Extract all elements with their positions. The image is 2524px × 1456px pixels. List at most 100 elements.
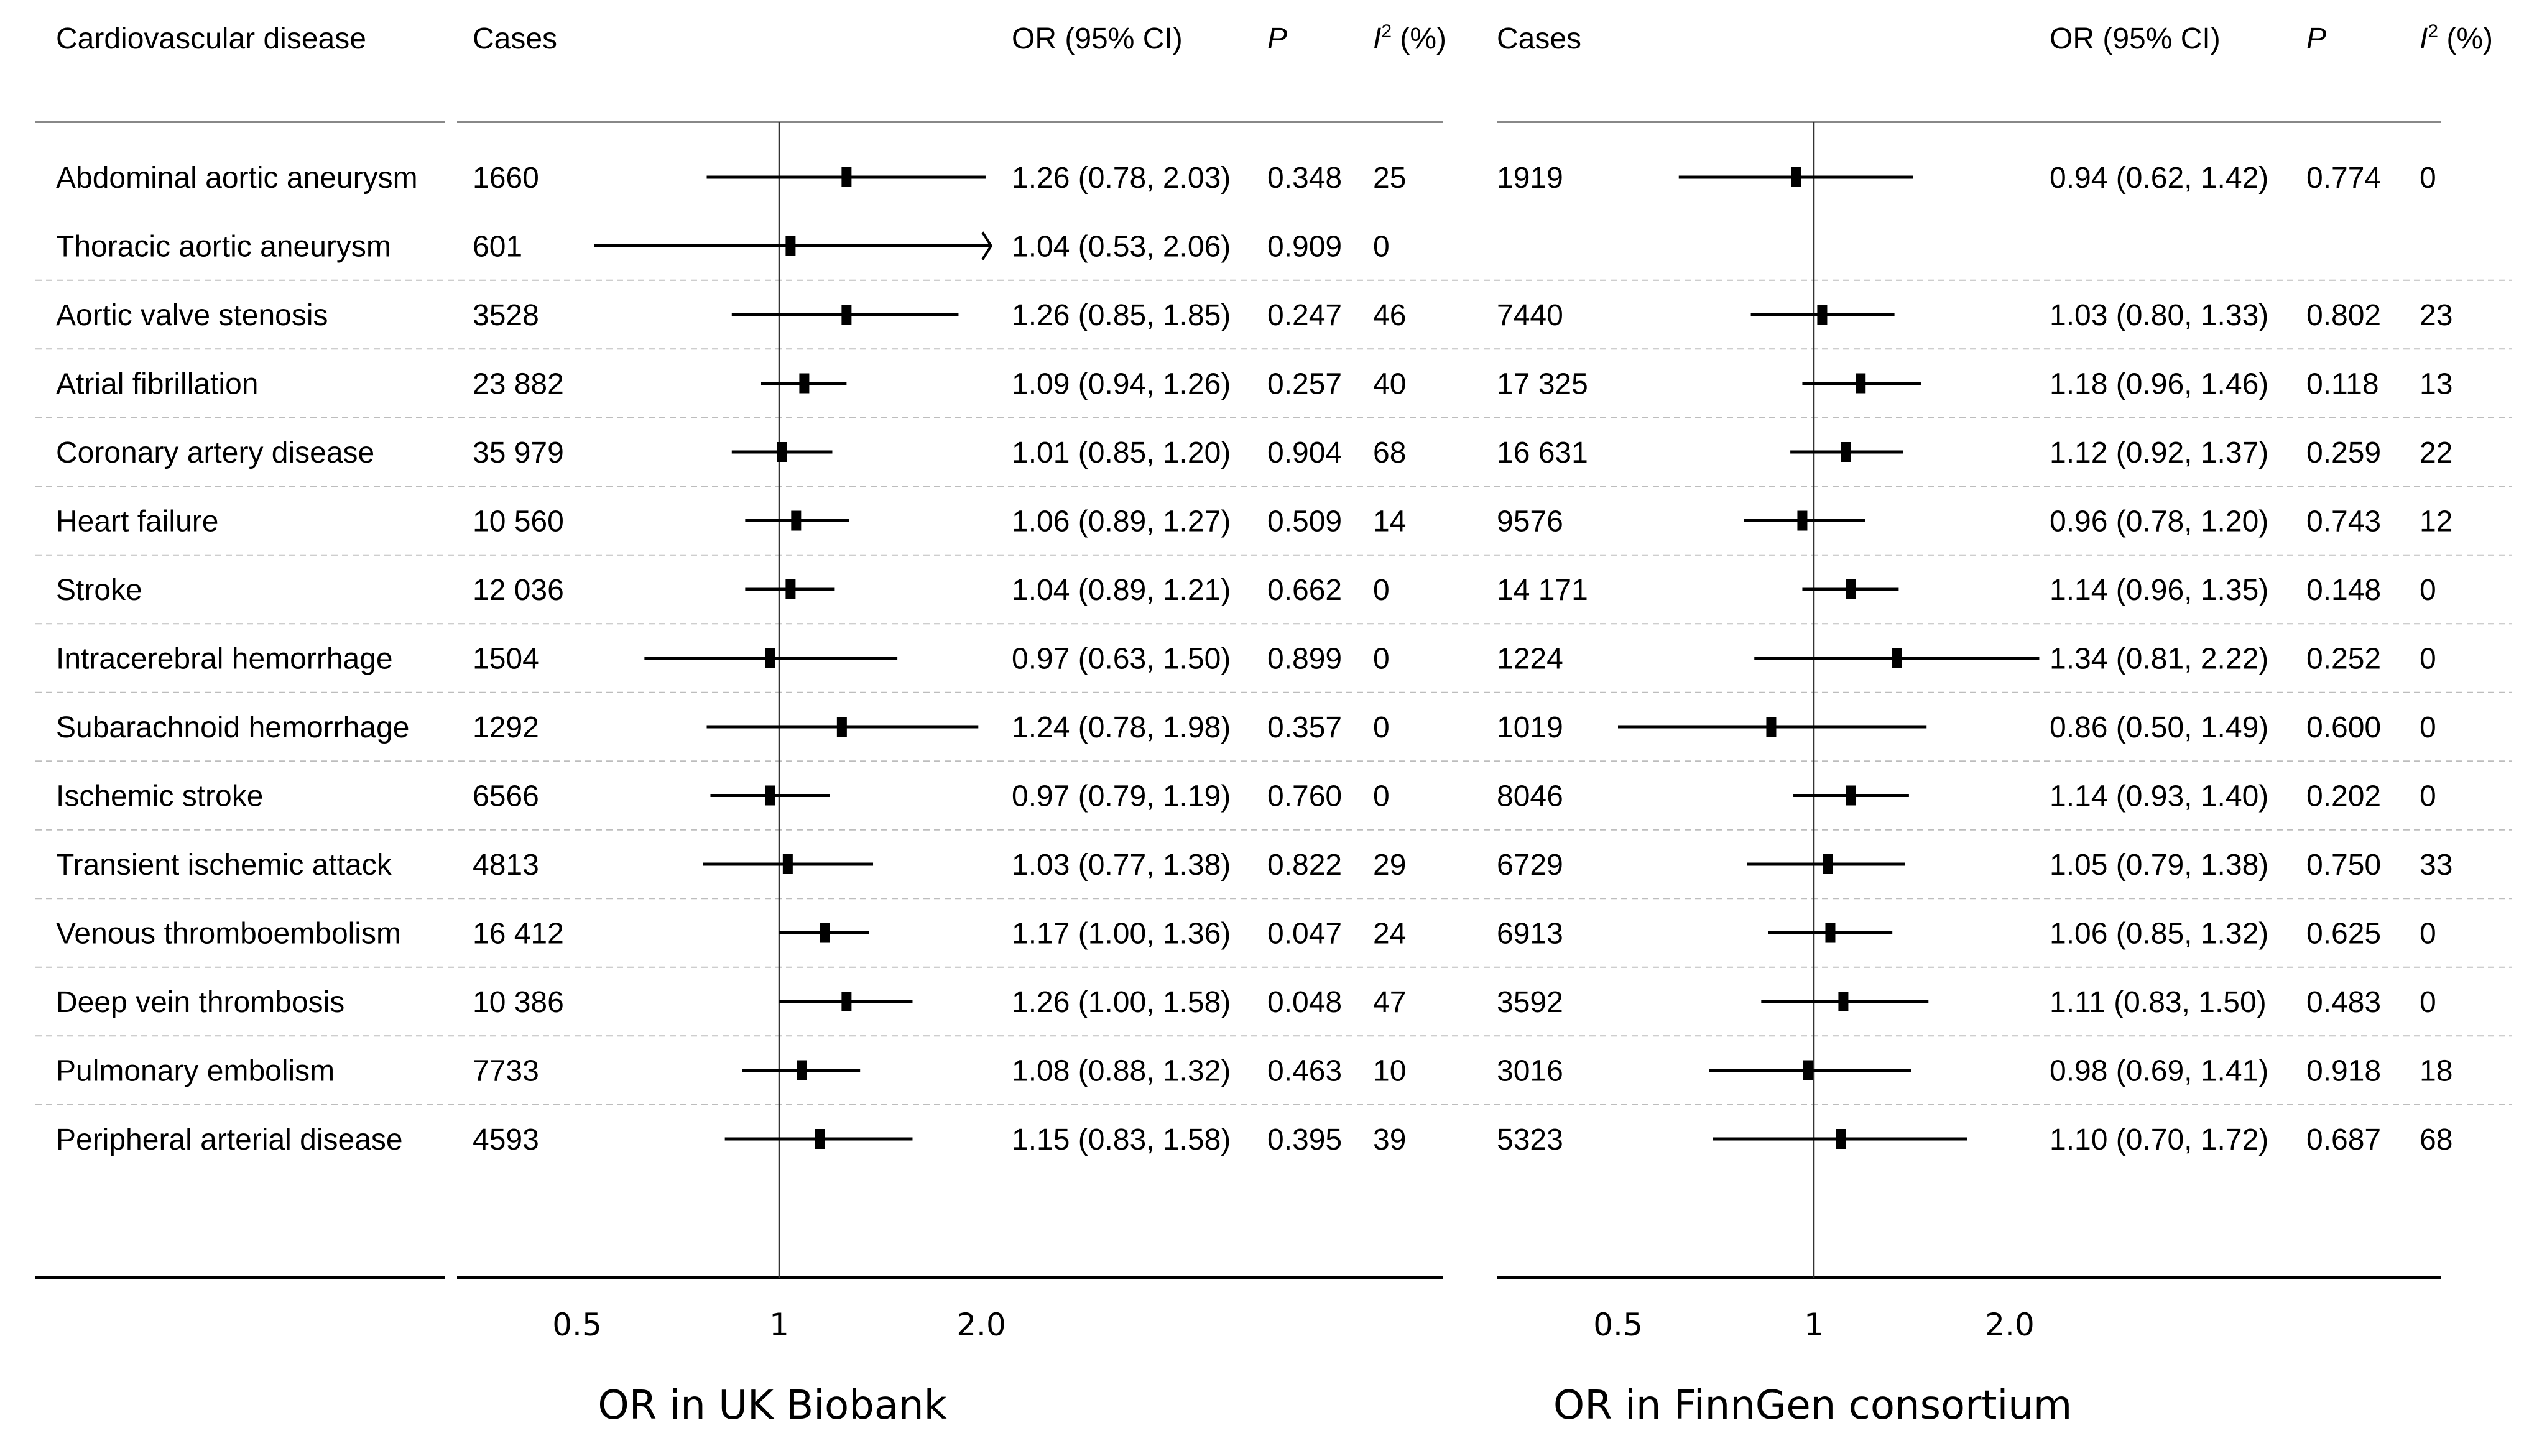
fin-cases-value: 14 171: [1497, 574, 1588, 607]
ukb-cases-value: 1660: [473, 162, 539, 195]
ukb-or-ci-value: 1.06 (0.89, 1.27): [1012, 505, 1231, 538]
ukb-p-value: 0.904: [1267, 436, 1342, 469]
fin-tick-label: 1: [1804, 1307, 1824, 1343]
fin-tick-label: 0.5: [1593, 1307, 1643, 1343]
ukb-point-estimate: [841, 305, 852, 325]
fin-axis-title: OR in FinnGen consortium: [1553, 1383, 2072, 1429]
fin-cases-value: 1919: [1497, 162, 1563, 195]
ukb-p-value: 0.822: [1267, 849, 1342, 882]
fin-point-estimate: [1791, 167, 1801, 187]
ukb-point-estimate: [785, 579, 796, 599]
ukb-i2-value: 14: [1373, 505, 1406, 538]
ukb-cases-value: 1292: [473, 711, 539, 744]
ukb-i2-value: 0: [1373, 711, 1390, 744]
fin-or-ci-value: 1.12 (0.92, 1.37): [2050, 436, 2268, 469]
fin-p-value: 0.483: [2306, 986, 2381, 1019]
fin-p-value: 0.259: [2306, 436, 2381, 469]
ukb-i2-value: 68: [1373, 436, 1406, 469]
fin-i2-value: 33: [2420, 849, 2452, 882]
ukb-point-estimate: [815, 1129, 825, 1149]
fin-cases-value: 3592: [1497, 986, 1563, 1019]
fin-point-estimate: [1823, 854, 1833, 874]
fin-i2-value: 0: [2420, 918, 2436, 951]
ukb-point-estimate: [782, 854, 793, 874]
ukb-i2-value: 25: [1373, 162, 1406, 195]
disease-label: Peripheral arterial disease: [56, 1123, 403, 1156]
disease-label: Ischemic stroke: [56, 780, 263, 813]
fin-cases-value: 17 325: [1497, 368, 1588, 401]
ukb-i2-value: 29: [1373, 849, 1406, 882]
header-disease: Cardiovascular disease: [56, 22, 366, 55]
ukb-i2-value: 24: [1373, 918, 1406, 951]
fin-i2-value: 13: [2420, 368, 2452, 401]
fin-i2-value: 0: [2420, 643, 2436, 676]
fin-i2-value: 18: [2420, 1055, 2452, 1088]
fin-i2-value: 0: [2420, 711, 2436, 744]
disease-label: Stroke: [56, 574, 142, 607]
ukb-point-estimate: [791, 510, 802, 531]
fin-header-i2: I2 (%): [2420, 21, 2493, 55]
disease-label: Abdominal aortic aneurysm: [56, 162, 418, 195]
fin-cases-value: 1224: [1497, 643, 1563, 676]
fin-i2-value: 0: [2420, 574, 2436, 607]
fin-p-value: 0.774: [2306, 162, 2381, 195]
ukb-i2-value: 10: [1373, 1055, 1406, 1088]
fin-cases-value: 3016: [1497, 1055, 1563, 1088]
ukb-p-value: 0.357: [1267, 711, 1342, 744]
ukb-cases-value: 23 882: [473, 368, 564, 401]
ukb-cases-value: 10 386: [473, 986, 564, 1019]
fin-point-estimate: [1836, 1129, 1846, 1149]
fin-i2-value: 0: [2420, 986, 2436, 1019]
ukb-or-ci-value: 0.97 (0.79, 1.19): [1012, 780, 1231, 813]
ukb-or-ci-value: 1.09 (0.94, 1.26): [1012, 368, 1231, 401]
fin-or-ci-value: 0.94 (0.62, 1.42): [2050, 162, 2268, 195]
fin-or-ci-value: 1.11 (0.83, 1.50): [2050, 986, 2267, 1019]
ukb-header-or-ci: OR (95% CI): [1012, 22, 1183, 55]
ukb-tick-label: 1: [769, 1307, 789, 1343]
ukb-header-p: P: [1267, 22, 1287, 55]
ukb-i2-value: 46: [1373, 299, 1406, 332]
disease-label: Venous thromboembolism: [56, 918, 401, 951]
fin-header-cases: Cases: [1497, 22, 1581, 55]
fin-cases-value: 7440: [1497, 299, 1563, 332]
fin-or-ci-value: 1.14 (0.93, 1.40): [2050, 780, 2268, 813]
ukb-cases-value: 601: [473, 231, 522, 264]
fin-p-value: 0.600: [2306, 711, 2381, 744]
fin-p-value: 0.202: [2306, 780, 2381, 813]
ukb-p-value: 0.463: [1267, 1055, 1342, 1088]
fin-point-estimate: [1846, 579, 1856, 599]
fin-cases-value: 9576: [1497, 505, 1563, 538]
ukb-or-ci-value: 0.97 (0.63, 1.50): [1012, 643, 1231, 676]
ukb-i2-value: 0: [1373, 643, 1390, 676]
fin-point-estimate: [1766, 717, 1777, 737]
disease-label: Subarachnoid hemorrhage: [56, 711, 409, 744]
disease-label: Intracerebral hemorrhage: [56, 643, 393, 676]
fin-or-ci-value: 1.10 (0.70, 1.72): [2050, 1123, 2268, 1156]
ukb-p-value: 0.395: [1267, 1123, 1342, 1156]
disease-label: Thoracic aortic aneurysm: [56, 231, 391, 264]
fin-or-ci-value: 0.98 (0.69, 1.41): [2050, 1055, 2268, 1088]
fin-or-ci-value: 0.96 (0.78, 1.20): [2050, 505, 2268, 538]
fin-or-ci-value: 1.05 (0.79, 1.38): [2050, 849, 2268, 882]
ukb-or-ci-value: 1.26 (0.85, 1.85): [1012, 299, 1231, 332]
ukb-or-ci-value: 1.24 (0.78, 1.98): [1012, 711, 1231, 744]
ukb-point-estimate: [841, 167, 852, 187]
ukb-point-estimate: [785, 236, 796, 256]
ukb-header-cases: Cases: [473, 22, 557, 55]
fin-or-ci-value: 1.18 (0.96, 1.46): [2050, 368, 2268, 401]
ukb-p-value: 0.257: [1267, 368, 1342, 401]
fin-or-ci-value: 1.06 (0.85, 1.32): [2050, 918, 2268, 951]
ukb-or-ci-value: 1.03 (0.77, 1.38): [1012, 849, 1231, 882]
ukb-i2-value: 0: [1373, 780, 1390, 813]
fin-point-estimate: [1846, 785, 1856, 806]
ukb-tick-label: 2.0: [956, 1307, 1006, 1343]
ukb-point-estimate: [799, 373, 810, 394]
ukb-or-ci-value: 1.17 (1.00, 1.36): [1012, 918, 1231, 951]
fin-p-value: 0.750: [2306, 849, 2381, 882]
fin-cases-value: 5323: [1497, 1123, 1563, 1156]
fin-or-ci-value: 1.14 (0.96, 1.35): [2050, 574, 2268, 607]
ukb-or-ci-value: 1.04 (0.53, 2.06): [1012, 231, 1231, 264]
ukb-p-value: 0.247: [1267, 299, 1342, 332]
ukb-cases-value: 7733: [473, 1055, 539, 1088]
disease-label: Atrial fibrillation: [56, 368, 258, 401]
